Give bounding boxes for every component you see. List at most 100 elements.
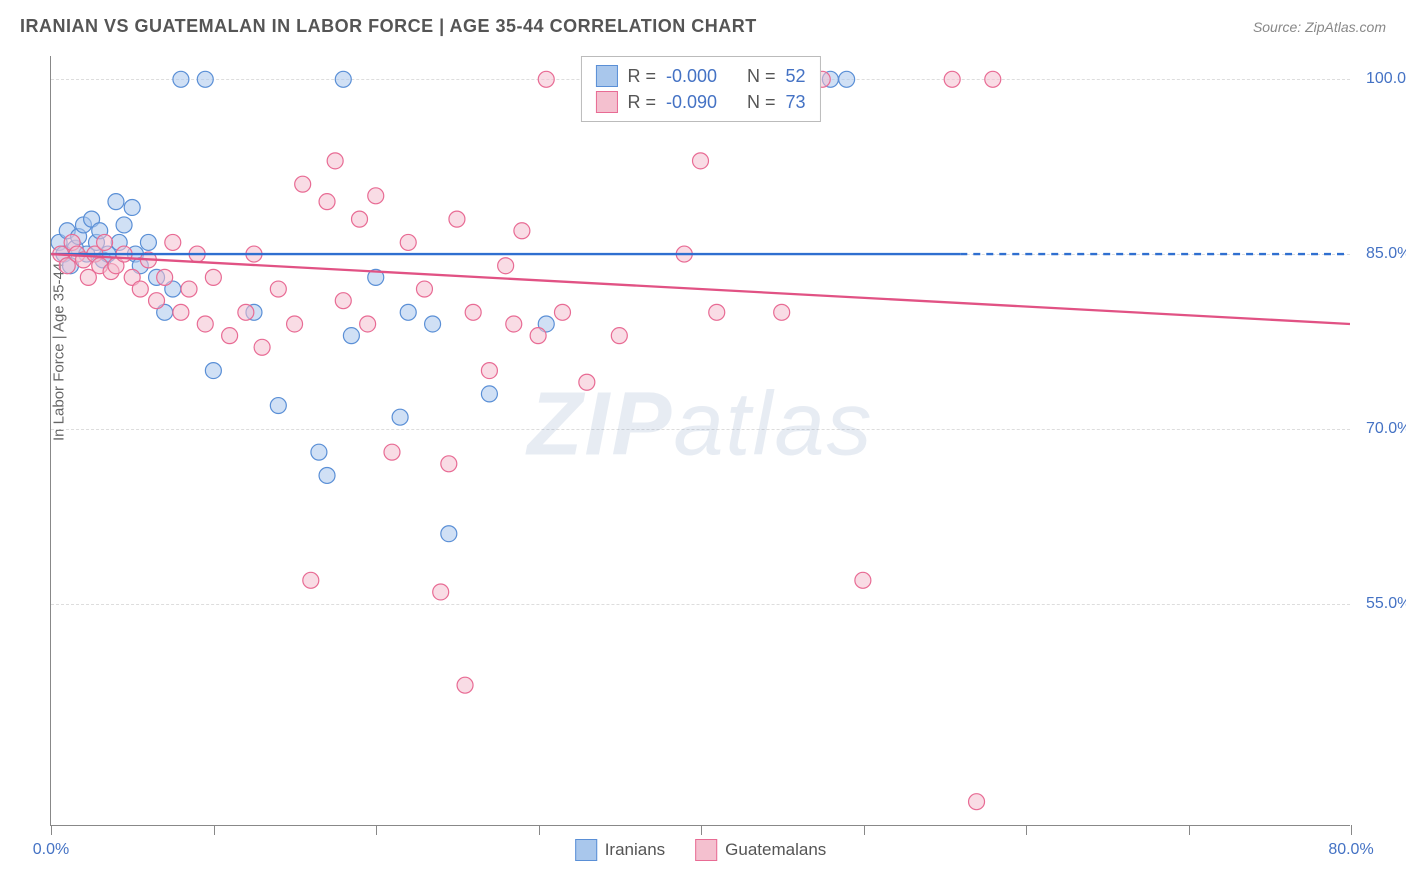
scatter-point (944, 71, 960, 87)
scatter-point (392, 409, 408, 425)
scatter-point (457, 677, 473, 693)
scatter-point (969, 794, 985, 810)
scatter-point (400, 234, 416, 250)
scatter-point (238, 304, 254, 320)
scatter-point (157, 269, 173, 285)
scatter-point (173, 71, 189, 87)
chart-svg (51, 56, 1350, 825)
scatter-point (709, 304, 725, 320)
r-value: -0.090 (666, 92, 717, 113)
legend-label: Iranians (605, 840, 665, 860)
scatter-point (222, 328, 238, 344)
scatter-point (205, 363, 221, 379)
r-label: R = (627, 92, 656, 113)
scatter-point (441, 526, 457, 542)
scatter-point (441, 456, 457, 472)
xtick (539, 825, 540, 835)
legend-swatch (695, 839, 717, 861)
legend-label: Guatemalans (725, 840, 826, 860)
scatter-point (352, 211, 368, 227)
stats-row: R = -0.000 N = 52 (595, 63, 805, 89)
scatter-point (173, 304, 189, 320)
scatter-point (319, 467, 335, 483)
bottom-legend: Iranians Guatemalans (575, 839, 827, 861)
xtick (1026, 825, 1027, 835)
legend-item: Guatemalans (695, 839, 826, 861)
scatter-point (124, 199, 140, 215)
xtick (1351, 825, 1352, 835)
scatter-point (855, 572, 871, 588)
legend-swatch (575, 839, 597, 861)
scatter-point (416, 281, 432, 297)
scatter-point (140, 234, 156, 250)
scatter-point (538, 71, 554, 87)
scatter-point (449, 211, 465, 227)
scatter-point (335, 71, 351, 87)
scatter-point (197, 71, 213, 87)
scatter-point (693, 153, 709, 169)
scatter-point (311, 444, 327, 460)
xtick (51, 825, 52, 835)
scatter-point (498, 258, 514, 274)
scatter-point (205, 269, 221, 285)
scatter-point (319, 194, 335, 210)
r-label: R = (627, 66, 656, 87)
scatter-point (514, 223, 530, 239)
xtick (701, 825, 702, 835)
scatter-point (611, 328, 627, 344)
legend-swatch (595, 65, 617, 87)
scatter-point (384, 444, 400, 460)
scatter-point (839, 71, 855, 87)
scatter-point (579, 374, 595, 390)
ytick-label: 55.0% (1354, 595, 1406, 613)
n-label: N = (747, 66, 776, 87)
scatter-point (506, 316, 522, 332)
scatter-point (197, 316, 213, 332)
xtick-label: 80.0% (1328, 841, 1373, 859)
scatter-point (303, 572, 319, 588)
ytick-label: 85.0% (1354, 245, 1406, 263)
ytick-label: 100.0% (1354, 70, 1406, 88)
xtick (376, 825, 377, 835)
scatter-point (465, 304, 481, 320)
source-label: Source: ZipAtlas.com (1253, 19, 1386, 35)
scatter-point (132, 281, 148, 297)
scatter-point (165, 234, 181, 250)
scatter-point (433, 584, 449, 600)
scatter-point (270, 398, 286, 414)
scatter-point (481, 363, 497, 379)
scatter-point (108, 194, 124, 210)
xtick (864, 825, 865, 835)
n-value: 52 (786, 66, 806, 87)
scatter-point (149, 293, 165, 309)
scatter-point (530, 328, 546, 344)
legend-item: Iranians (575, 839, 665, 861)
plot-area: In Labor Force | Age 35-44 ZIPatlas R =-… (50, 56, 1350, 826)
xtick (1189, 825, 1190, 835)
xtick-label: 0.0% (33, 841, 69, 859)
r-value: -0.000 (666, 66, 717, 87)
scatter-point (774, 304, 790, 320)
stats-row: R =-0.090N =73 (595, 89, 805, 115)
title-bar: IRANIAN VS GUATEMALAN IN LABOR FORCE | A… (20, 16, 1386, 37)
scatter-point (554, 304, 570, 320)
scatter-point (327, 153, 343, 169)
scatter-point (287, 316, 303, 332)
legend-swatch (595, 91, 617, 113)
scatter-point (368, 188, 384, 204)
scatter-point (481, 386, 497, 402)
scatter-point (425, 316, 441, 332)
xtick (214, 825, 215, 835)
scatter-point (343, 328, 359, 344)
stats-box: R =-0.000N =52R =-0.090N =73 (580, 56, 820, 122)
scatter-point (295, 176, 311, 192)
scatter-point (116, 217, 132, 233)
scatter-point (270, 281, 286, 297)
scatter-point (97, 234, 113, 250)
n-value: 73 (786, 92, 806, 113)
ytick-label: 70.0% (1354, 420, 1406, 438)
chart-title: IRANIAN VS GUATEMALAN IN LABOR FORCE | A… (20, 16, 757, 37)
scatter-point (360, 316, 376, 332)
scatter-point (400, 304, 416, 320)
scatter-point (335, 293, 351, 309)
